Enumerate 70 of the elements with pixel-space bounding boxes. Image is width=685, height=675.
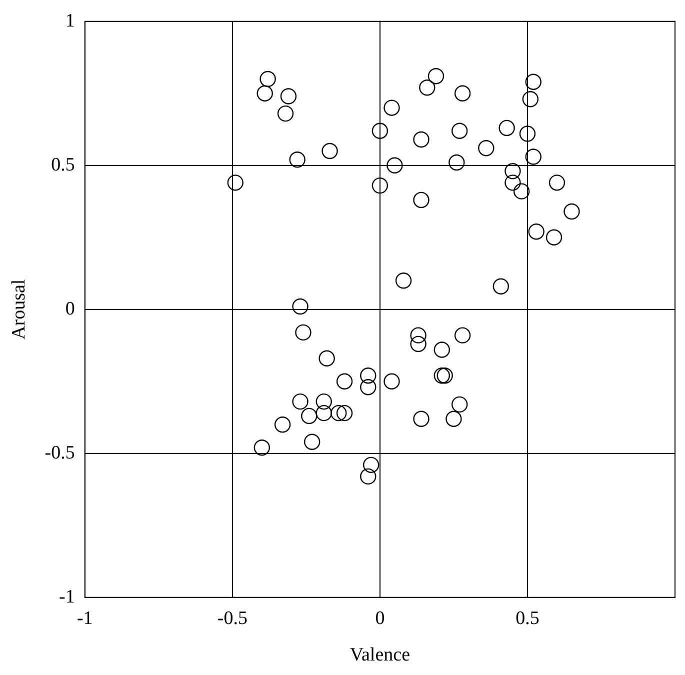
point (546, 229, 562, 246)
point (316, 393, 332, 410)
point (301, 408, 318, 424)
point (434, 342, 450, 358)
point (454, 85, 471, 102)
point (395, 272, 412, 289)
point (492, 278, 510, 294)
point (316, 404, 332, 422)
point (448, 154, 465, 171)
point (362, 456, 380, 474)
point (386, 157, 403, 174)
point (528, 224, 544, 240)
y-tick-label: 1 (65, 10, 75, 32)
point (410, 336, 426, 352)
point (525, 148, 542, 165)
point (436, 368, 453, 384)
point (413, 131, 430, 148)
point (525, 74, 542, 90)
y-tick-label: 0.5 (51, 154, 75, 176)
point (322, 142, 338, 160)
point (478, 140, 494, 156)
point (318, 350, 335, 366)
y-tick-label: -1 (59, 586, 75, 608)
point (274, 416, 291, 433)
point (336, 404, 353, 422)
y-tick-label: 0 (65, 298, 75, 320)
point (434, 368, 450, 384)
x-tick-label: 0.5 (516, 608, 540, 629)
point (504, 163, 521, 180)
x-tick-label: -0.5 (217, 608, 248, 629)
point (277, 105, 294, 122)
point (360, 368, 376, 384)
point (280, 88, 297, 104)
point (260, 70, 276, 88)
point (454, 327, 471, 344)
point (428, 68, 444, 84)
point (410, 327, 426, 344)
point (360, 468, 376, 485)
point (292, 393, 308, 410)
point (372, 122, 388, 139)
point (513, 183, 530, 200)
point (413, 410, 430, 427)
point (519, 126, 536, 142)
point (419, 80, 436, 96)
point (384, 373, 400, 390)
point (384, 100, 400, 116)
point (254, 440, 270, 456)
point (452, 122, 468, 139)
point (498, 120, 515, 136)
point (330, 404, 347, 422)
point (336, 373, 353, 390)
point (522, 91, 539, 108)
point (227, 174, 244, 191)
point (548, 174, 566, 191)
point (292, 298, 308, 315)
point (564, 203, 580, 220)
point (256, 85, 273, 102)
x-tick-label: 0 (375, 608, 385, 629)
point (372, 177, 388, 194)
point (304, 434, 320, 450)
point (452, 396, 468, 413)
x-axis-title: Valence (350, 644, 410, 666)
point (446, 410, 462, 427)
point (289, 152, 306, 168)
point (295, 324, 312, 341)
y-axis-title: Arousal (8, 279, 30, 340)
y-tick-label: -0.5 (44, 442, 75, 464)
point (504, 174, 521, 191)
point (413, 192, 430, 208)
point (360, 379, 376, 396)
